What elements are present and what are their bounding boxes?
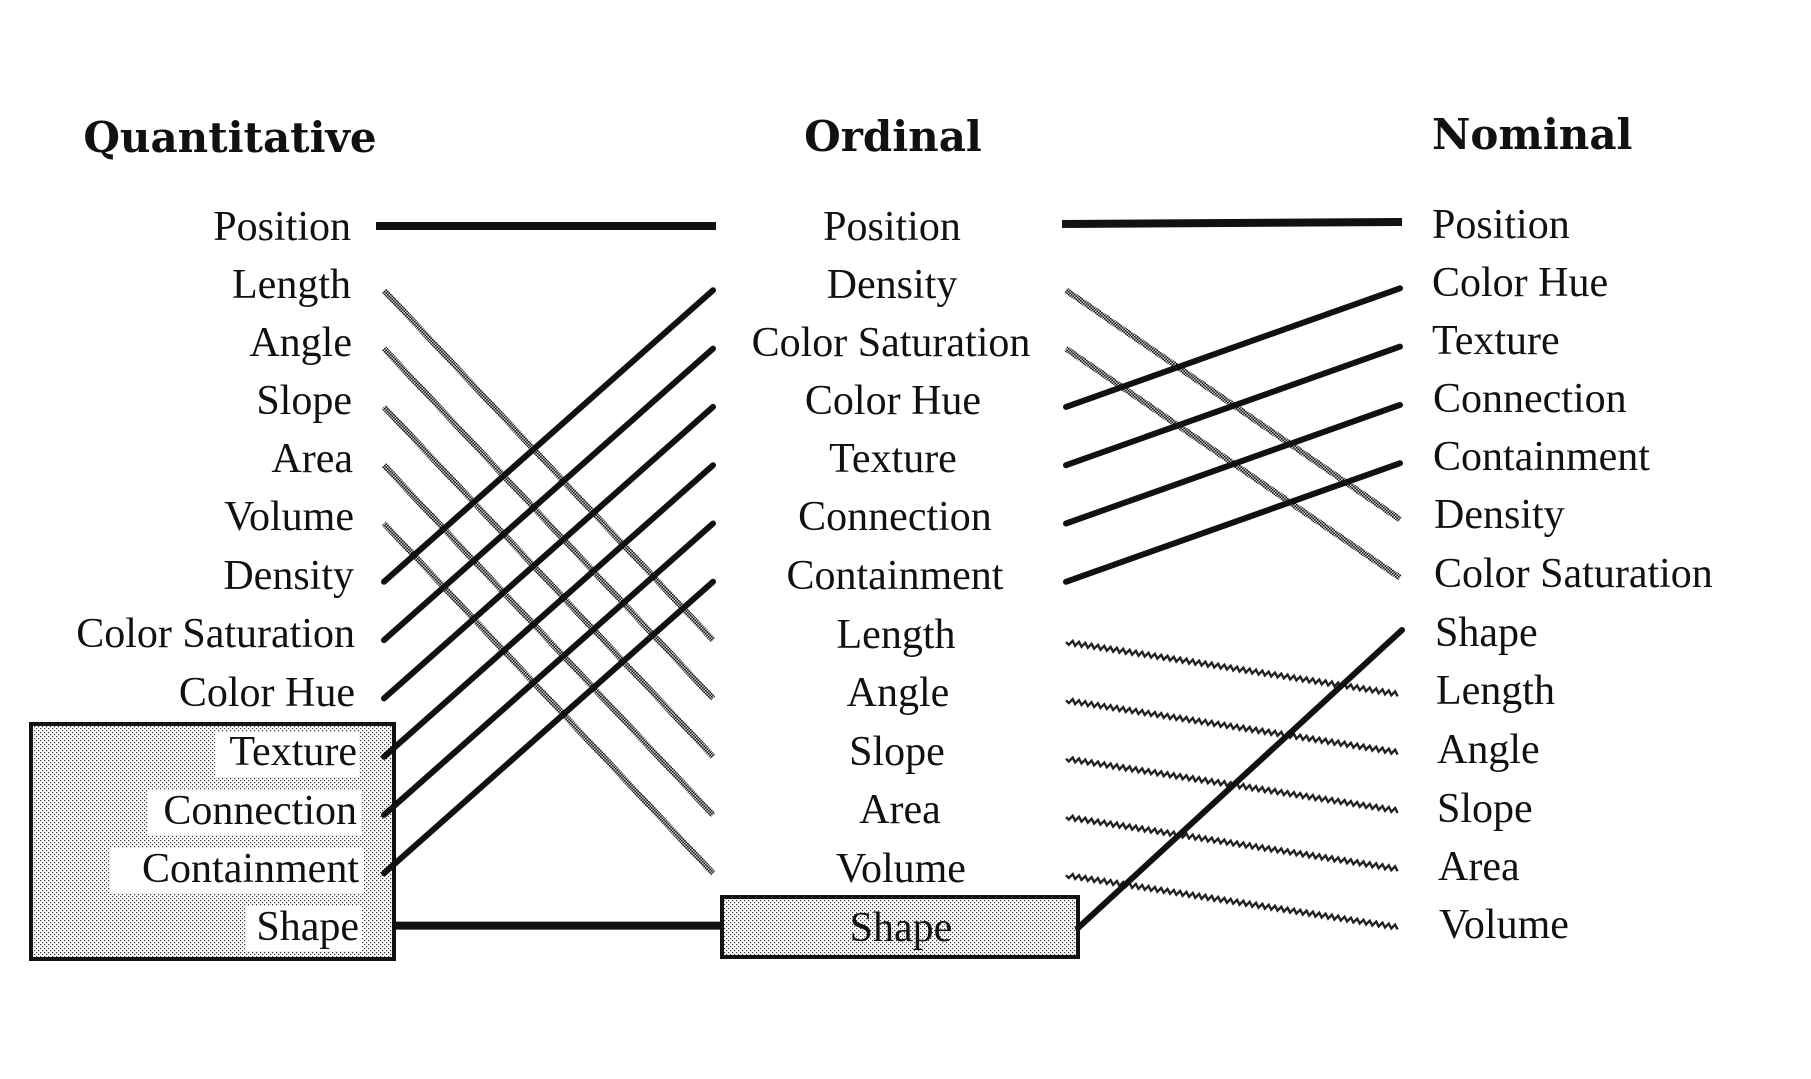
connector-ordinal-to-nominal-volume (1065, 872, 1399, 931)
connector-quantitative-to-ordinal-color-saturation (381, 345, 716, 644)
connector-ordinal-to-nominal-texture (1063, 343, 1403, 469)
connector-ordinal-to-nominal-angle (1065, 697, 1399, 756)
connector-quantitative-to-ordinal-color-hue (381, 403, 716, 702)
quantitative-item-texture: Texture (229, 729, 357, 775)
connector-quantitative-to-ordinal-containment (381, 578, 716, 877)
ordinal-item-slope: Slope (849, 729, 945, 775)
connector-quantitative-to-ordinal-volume (381, 521, 716, 876)
nominal-item-color-saturation: Color Saturation (1434, 551, 1713, 597)
label-bg (148, 790, 361, 835)
quantitative-item-shape: Shape (256, 904, 359, 950)
connector-ordinal-to-nominal-position (1061, 218, 1403, 228)
quantitative-item-length: Length (232, 262, 351, 308)
quantitative-item-angle: Angle (249, 320, 352, 366)
ordinal-item-color-saturation: Color Saturation (752, 320, 1031, 366)
label-bg (246, 906, 362, 951)
ordinal-item-density: Density (827, 262, 958, 308)
ordinal-item-angle: Angle (847, 670, 950, 716)
quantitative-item-area: Area (271, 436, 353, 482)
nominal-item-angle: Angle (1437, 727, 1540, 773)
quantitative-item-density: Density (223, 553, 354, 599)
ordinal-item-color-hue: Color Hue (805, 378, 981, 424)
nominal-item-slope: Slope (1437, 786, 1533, 832)
connector-quantitative-to-ordinal-density (381, 287, 716, 585)
ordinal-item-position: Position (823, 204, 961, 250)
ordinal-item-shape: Shape (850, 905, 953, 951)
connector-ordinal-to-nominal-length (1065, 638, 1399, 698)
ordinal-item-texture: Texture (829, 436, 957, 482)
quantitative-column: Position Length Angle Slope Area Volume … (76, 204, 359, 950)
connector-quantitative-to-ordinal-connection (381, 520, 716, 818)
quantitative-item-color-hue: Color Hue (179, 670, 355, 716)
ordinal-item-volume: Volume (836, 846, 966, 892)
quantitative-item-color-saturation: Color Saturation (76, 611, 355, 657)
connector-quantitative-to-ordinal-length (381, 288, 716, 643)
ordinal-item-area: Area (859, 787, 941, 833)
ordinal-shape-box (720, 895, 1080, 959)
nominal-item-volume: Volume (1439, 902, 1569, 948)
nominal-item-density: Density (1434, 492, 1565, 538)
nominal-item-shape: Shape (1435, 610, 1538, 656)
nominal-column: Position Color Hue Texture Connection Co… (1432, 202, 1713, 948)
ordinal-item-containment: Containment (787, 553, 1004, 599)
quantitative-item-position: Position (213, 204, 351, 250)
connector-ordinal-to-nominal-color-hue (1063, 285, 1403, 410)
connector-ordinal-to-nominal-connection (1063, 401, 1403, 527)
nominal-header: Nominal (1432, 110, 1633, 159)
nominal-item-connection: Connection (1433, 376, 1627, 422)
connector-quantitative-to-ordinal-angle (381, 346, 716, 701)
connector-quantitative-to-ordinal-slope (381, 404, 716, 759)
nominal-item-area: Area (1438, 844, 1520, 890)
nominal-item-length: Length (1436, 668, 1555, 714)
nominal-item-texture: Texture (1432, 318, 1560, 364)
ordinal-header: Ordinal (804, 112, 982, 161)
connector-quantitative-to-ordinal-texture (381, 462, 716, 760)
connector-ordinal-to-nominal-shape (1075, 627, 1405, 931)
nominal-item-color-hue: Color Hue (1432, 260, 1608, 306)
nominal-item-position: Position (1432, 202, 1570, 248)
quantitative-item-connection: Connection (163, 788, 357, 834)
connector-quantitative-to-ordinal-area (381, 463, 716, 818)
quantitative-header: Quantitative (83, 113, 376, 162)
ordinal-item-length: Length (837, 612, 956, 658)
ordinal-item-connection: Connection (798, 494, 992, 540)
label-bg (110, 848, 364, 893)
quantitative-item-containment: Containment (142, 846, 359, 892)
quantitative-item-volume: Volume (224, 494, 354, 540)
connector-lines (376, 218, 1405, 931)
connector-ordinal-to-nominal-containment (1063, 460, 1403, 585)
quantitative-item-slope: Slope (256, 378, 352, 424)
label-bg (215, 732, 359, 777)
nominal-item-containment: Containment (1433, 434, 1650, 480)
ordinal-column: Position Density Color Saturation Color … (752, 204, 1031, 951)
connector-ordinal-to-nominal-area (1065, 813, 1399, 873)
